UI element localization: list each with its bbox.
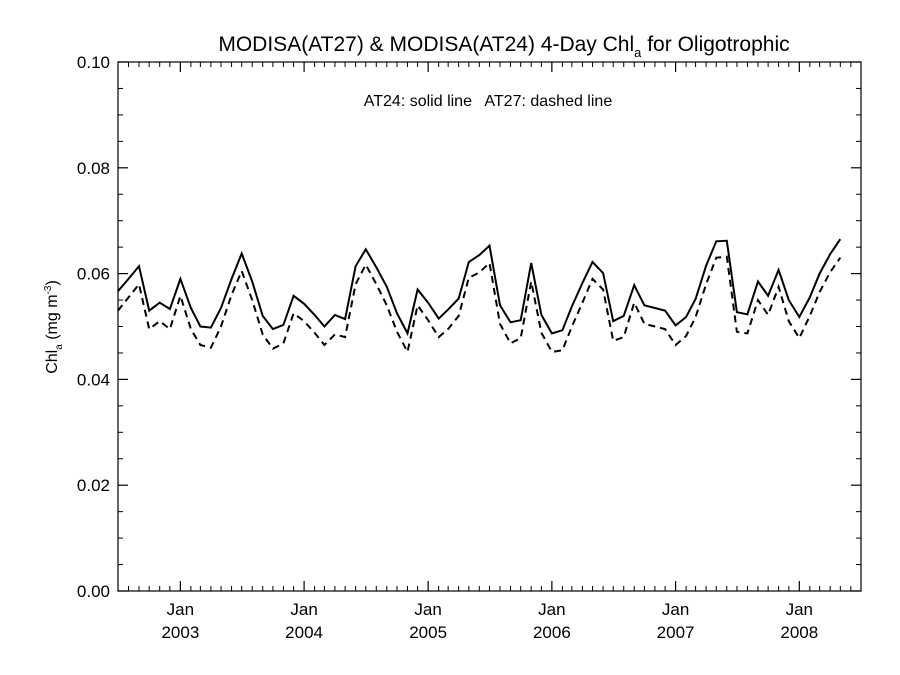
y-axis-label: Chla (mg m-3): [43, 280, 65, 374]
y-axis-label-close: ): [44, 280, 61, 285]
chart-title-main: MODISA(AT27) & MODISA(AT24) 4-Day Chl: [218, 33, 634, 56]
x-tick-month-label: Jan: [414, 600, 441, 619]
plot-area-frame: [117, 61, 862, 592]
y-axis-label-superscript: -3: [43, 285, 54, 294]
y-axis-label-subscript: a: [54, 344, 65, 350]
y-tick-label: 0.00: [77, 582, 110, 601]
y-axis-label-main: Chl: [44, 350, 61, 374]
x-tick-month-label: Jan: [290, 600, 317, 619]
y-axis-label-units: (mg m: [44, 294, 61, 344]
x-tick-year-label: 2004: [285, 623, 323, 642]
y-tick-label: 0.08: [77, 159, 110, 178]
chart-title: MODISA(AT27) & MODISA(AT24) 4-Day Chla f…: [218, 33, 789, 60]
series-line-at27: [117, 255, 842, 355]
series-annotation: AT24: solid line AT27: dashed line: [364, 93, 613, 110]
x-tick-year-label: 2006: [533, 623, 571, 642]
y-tick-label: 0.06: [77, 265, 110, 284]
chart-title-subscript: a: [634, 45, 642, 60]
chart-title-suffix: for Oligotrophic: [641, 33, 789, 56]
x-tick-month-label: Jan: [167, 600, 194, 619]
series-layer: [117, 238, 842, 355]
x-tick-month-label: Jan: [662, 600, 689, 619]
y-tick-label: 0.04: [77, 370, 110, 389]
x-tick-month-label: Jan: [786, 600, 813, 619]
y-tick-label: 0.02: [77, 476, 110, 495]
y-tick-label: 0.10: [77, 53, 110, 72]
axes: 0.00 0.02 0.04 0.06 0.08 0.10 Jan 2003 Jan 2004 Ja…: [77, 53, 862, 642]
x-tick-year-label: 2005: [409, 623, 447, 642]
x-tick-year-label: 2003: [161, 623, 199, 642]
series-line-at24: [117, 238, 842, 337]
x-tick-month-label: Jan: [538, 600, 565, 619]
x-tick-year-label: 2008: [780, 623, 818, 642]
x-tick-year-label: 2007: [657, 623, 695, 642]
